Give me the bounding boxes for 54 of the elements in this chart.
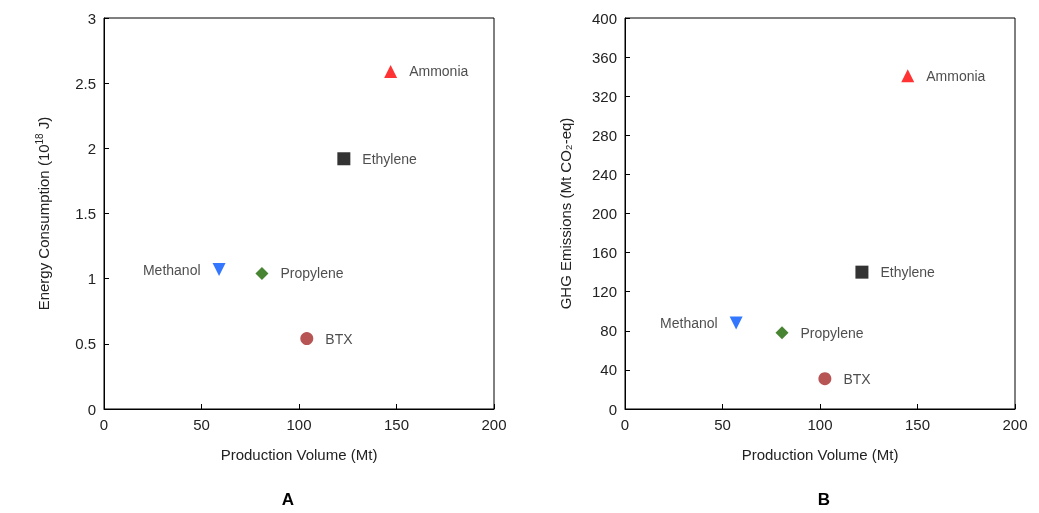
x-tick-label: 200 bbox=[1002, 416, 1028, 433]
y-tick-label: 1 bbox=[87, 270, 96, 288]
y-tick-label: 200 bbox=[591, 205, 617, 222]
series-label: Ammonia bbox=[926, 67, 986, 84]
y-tick-label: 0.5 bbox=[75, 335, 96, 353]
series-label: Methanol bbox=[660, 314, 718, 331]
series-label: Propylene bbox=[280, 265, 344, 282]
x-axis-title: Production Volume (Mt) bbox=[741, 446, 899, 463]
text: B bbox=[817, 490, 831, 509]
x-tick-label: 150 bbox=[383, 416, 410, 433]
series-label: Propylene bbox=[800, 324, 864, 341]
y-tick-label: 120 bbox=[591, 283, 617, 301]
y-tick-label: 240 bbox=[591, 165, 617, 183]
y-tick-label: 1.5 bbox=[75, 205, 96, 222]
x-tick-label: 0 bbox=[99, 416, 109, 433]
series-label: Ethylene bbox=[880, 264, 936, 281]
x-tick-label: 0 bbox=[620, 416, 630, 433]
x-tick-label: 50 bbox=[193, 416, 210, 433]
y-tick-label: 0 bbox=[87, 400, 96, 418]
y-tick-label: 2.5 bbox=[75, 74, 96, 92]
y-tick-label: 40 bbox=[600, 361, 617, 379]
point bbox=[337, 152, 351, 166]
y-tick-label: 360 bbox=[591, 48, 617, 66]
point bbox=[255, 266, 269, 280]
point bbox=[729, 316, 743, 330]
y-axis-title: Energy Consumption (1018 J) bbox=[33, 116, 52, 311]
y-tick-label: 160 bbox=[591, 244, 617, 262]
text: A bbox=[281, 490, 295, 509]
series-label: Ethylene bbox=[362, 150, 418, 167]
point bbox=[855, 265, 869, 279]
x-tick-label: 100 bbox=[807, 416, 833, 433]
x-tick-label: 50 bbox=[714, 416, 731, 433]
y-tick-label: 280 bbox=[591, 126, 617, 144]
point bbox=[384, 64, 398, 78]
point bbox=[300, 332, 314, 346]
point bbox=[901, 69, 915, 83]
x-tick-label: 200 bbox=[481, 416, 507, 433]
series-label: BTX bbox=[325, 330, 354, 347]
y-tick-label: 3 bbox=[87, 9, 96, 27]
y-axis-title: GHG Emissions (Mt CO₂-eq) bbox=[557, 117, 574, 310]
y-tick-label: 0 bbox=[608, 400, 617, 418]
series-label: BTX bbox=[843, 370, 872, 387]
y-tick-label: 400 bbox=[591, 9, 617, 27]
y-tick-label: 320 bbox=[591, 87, 617, 105]
x-tick-label: 150 bbox=[904, 416, 931, 433]
y-tick-label: 80 bbox=[600, 322, 617, 340]
x-axis-title: Production Volume (Mt) bbox=[220, 446, 378, 463]
x-tick-label: 100 bbox=[286, 416, 312, 433]
point bbox=[212, 263, 226, 277]
series-label: Ammonia bbox=[409, 63, 469, 80]
series-label: Methanol bbox=[142, 261, 201, 278]
y-tick-label: 2 bbox=[87, 139, 96, 157]
point bbox=[775, 326, 789, 340]
point bbox=[818, 372, 832, 386]
